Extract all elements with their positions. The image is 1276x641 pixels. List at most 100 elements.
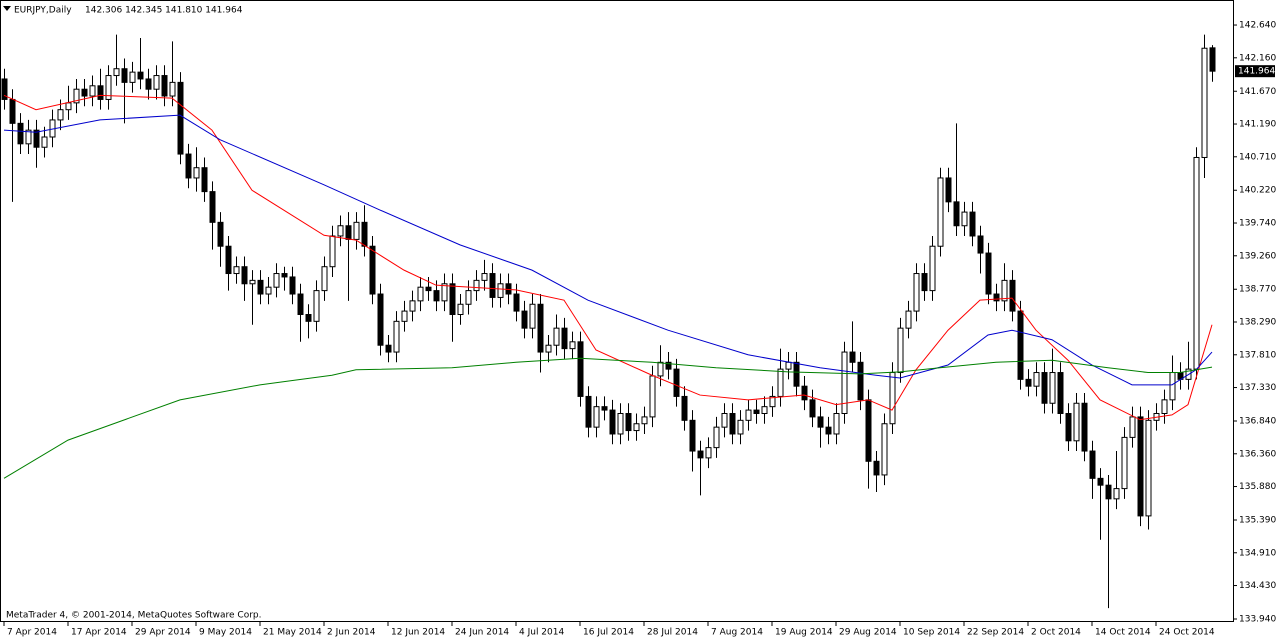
x-tick-label: 2 Jun 2014 (327, 628, 376, 638)
candle-body (761, 406, 768, 414)
candle-body (513, 293, 520, 312)
x-tick-label: 10 Sep 2014 (903, 628, 960, 638)
y-tick-label: 140.220 (1239, 186, 1276, 196)
candle-body (833, 412, 840, 435)
candle-body (705, 447, 712, 459)
y-tick-label: 137.330 (1239, 383, 1276, 393)
candle-body (617, 412, 624, 435)
y-tick-label: 135.390 (1239, 516, 1276, 526)
candle-body (73, 88, 80, 104)
candle-body (825, 426, 832, 435)
candle-body (321, 266, 328, 292)
candle-body (1089, 450, 1096, 479)
x-tick-label: 22 Sep 2014 (967, 628, 1024, 638)
x-tick-label: 4 Jul 2014 (519, 628, 564, 638)
candle-body (961, 211, 968, 227)
candle-body (649, 375, 656, 418)
candle-body (145, 78, 152, 90)
candle-body (985, 252, 992, 295)
y-tick-label: 142.160 (1239, 53, 1276, 63)
title-arrow (3, 6, 11, 11)
current-price-label: 141.964 (1238, 67, 1275, 77)
candle-body (289, 276, 296, 295)
candle-body (1057, 372, 1064, 414)
candle-body (681, 395, 688, 421)
candle-body (153, 75, 160, 90)
moving-average (3, 94, 1213, 421)
candle-body (465, 290, 472, 305)
candle-body (1073, 402, 1080, 442)
candle-body (1081, 402, 1088, 452)
candle-body (897, 327, 904, 374)
candle-body (393, 320, 400, 353)
candle-body (585, 395, 592, 428)
candle-body (657, 361, 664, 377)
x-tick-label: 29 Aug 2014 (839, 628, 897, 638)
candle-body (169, 81, 176, 97)
x-tick-label: 17 Apr 2014 (71, 628, 127, 638)
y-tick-label: 134.910 (1239, 548, 1276, 558)
candle-body (417, 286, 424, 302)
candle-body (65, 102, 72, 111)
candle-body (745, 409, 752, 421)
candle-body (217, 221, 224, 247)
candle-body (481, 273, 488, 281)
candle-body (409, 300, 416, 312)
candle-body (161, 75, 168, 97)
candle-body (697, 450, 704, 459)
candle-body (497, 283, 504, 298)
candle-body (1193, 156, 1200, 370)
candle-body (249, 279, 256, 285)
candle-body (25, 129, 32, 145)
candle-body (1145, 419, 1152, 517)
candle-body (1065, 412, 1072, 442)
candle-body (1, 78, 8, 100)
candle-body (601, 406, 608, 411)
plot-frame (0, 0, 1234, 622)
candle-body (945, 177, 952, 203)
candle-body (81, 88, 88, 97)
candle-body (713, 426, 720, 449)
candle-body (193, 167, 200, 179)
candle-body (633, 423, 640, 432)
candle-body (1169, 372, 1176, 401)
candle-body (889, 372, 896, 425)
candle-body (337, 225, 344, 237)
candle-body (41, 136, 48, 148)
candle-body (857, 361, 864, 401)
candle-body (1113, 488, 1120, 500)
y-tick-label: 136.840 (1239, 417, 1276, 427)
candle-body (873, 460, 880, 476)
candle-body (369, 245, 376, 295)
candle-body (529, 303, 536, 329)
candle-body (433, 290, 440, 302)
x-tick-label: 19 Aug 2014 (775, 628, 833, 638)
candle-body (577, 341, 584, 397)
candle-body (665, 361, 672, 370)
candle-body (1105, 484, 1112, 500)
candle-body (297, 293, 304, 316)
candle-body (377, 293, 384, 346)
candle-body (305, 314, 312, 322)
candle-body (817, 416, 824, 428)
candle-body (281, 273, 288, 278)
candle-body (137, 71, 144, 80)
candle-body (241, 266, 248, 285)
candle-body (521, 310, 528, 329)
candle-body (1001, 279, 1008, 302)
x-tick-label: 21 May 2014 (263, 628, 322, 638)
candle-body (969, 211, 976, 237)
x-tick-label: 14 Oct 2014 (1095, 628, 1151, 638)
candle-body (841, 351, 848, 414)
y-tick-label: 141.190 (1239, 120, 1276, 130)
candle-body (313, 290, 320, 322)
candle-body (1017, 310, 1024, 380)
chart-title: EURJPY,Daily (14, 6, 72, 16)
candle-body (849, 351, 856, 363)
candle-body (753, 409, 760, 414)
candle-body (569, 341, 576, 350)
x-tick-label: 12 Jun 2014 (391, 628, 445, 638)
candle-body (129, 71, 136, 83)
